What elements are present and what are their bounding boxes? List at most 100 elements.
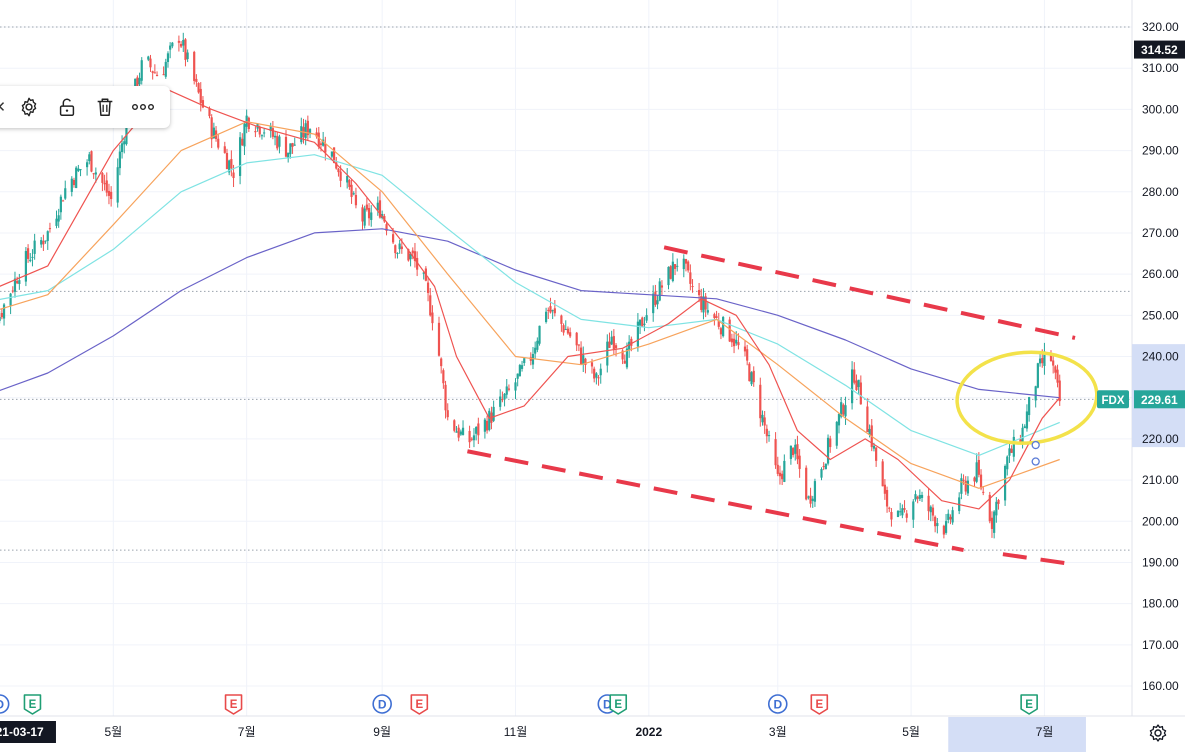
candle[interactable] bbox=[560, 314, 563, 332]
candle[interactable] bbox=[330, 151, 333, 159]
candle[interactable] bbox=[413, 242, 417, 268]
candle[interactable] bbox=[501, 391, 504, 403]
candle[interactable] bbox=[719, 326, 723, 340]
trendline-lower-extension[interactable] bbox=[1002, 552, 1076, 567]
candle[interactable] bbox=[597, 374, 600, 386]
dividend-marker[interactable]: D bbox=[372, 694, 392, 714]
candle[interactable] bbox=[138, 72, 141, 88]
candle[interactable] bbox=[1034, 385, 1037, 408]
candle[interactable] bbox=[610, 330, 613, 346]
drawing-handle[interactable] bbox=[1031, 440, 1040, 450]
candle[interactable] bbox=[564, 320, 567, 331]
candle[interactable] bbox=[505, 379, 508, 399]
candle[interactable] bbox=[162, 66, 165, 76]
candle[interactable] bbox=[844, 396, 847, 425]
candle[interactable] bbox=[503, 392, 506, 407]
candle[interactable] bbox=[241, 133, 244, 146]
candle[interactable] bbox=[853, 362, 856, 385]
candle[interactable] bbox=[254, 126, 257, 138]
candle[interactable] bbox=[228, 159, 231, 176]
candle[interactable] bbox=[547, 307, 550, 320]
candle[interactable] bbox=[988, 491, 991, 524]
candle[interactable] bbox=[783, 454, 786, 483]
candle[interactable] bbox=[899, 502, 902, 516]
candle[interactable] bbox=[636, 313, 639, 352]
candle[interactable] bbox=[875, 447, 878, 467]
candle[interactable] bbox=[857, 379, 860, 395]
candle[interactable] bbox=[422, 271, 425, 280]
candle[interactable] bbox=[385, 221, 388, 236]
candle[interactable] bbox=[485, 415, 489, 434]
candle[interactable] bbox=[2, 303, 6, 326]
candle[interactable] bbox=[446, 403, 449, 421]
candle[interactable] bbox=[179, 41, 183, 48]
candle[interactable] bbox=[1052, 355, 1055, 374]
candle[interactable] bbox=[824, 463, 827, 470]
candle[interactable] bbox=[700, 288, 703, 313]
candle[interactable] bbox=[566, 326, 570, 335]
candle[interactable] bbox=[507, 384, 511, 392]
candle[interactable] bbox=[842, 403, 845, 417]
candle[interactable] bbox=[829, 435, 832, 453]
trendline-lower[interactable] bbox=[467, 449, 964, 553]
candle[interactable] bbox=[1006, 455, 1009, 476]
candle[interactable] bbox=[151, 70, 154, 80]
candle[interactable] bbox=[426, 276, 430, 302]
candle[interactable] bbox=[995, 497, 998, 523]
candle[interactable] bbox=[33, 233, 36, 260]
candle[interactable] bbox=[492, 400, 495, 423]
candle[interactable] bbox=[920, 491, 924, 502]
candle[interactable] bbox=[774, 432, 777, 469]
candle[interactable] bbox=[370, 205, 373, 227]
candle[interactable] bbox=[442, 368, 445, 389]
candle[interactable] bbox=[319, 141, 323, 152]
candle[interactable] bbox=[949, 514, 952, 525]
candle[interactable] bbox=[116, 158, 119, 208]
candle[interactable] bbox=[1054, 365, 1057, 380]
candle[interactable] bbox=[444, 380, 447, 419]
candle[interactable] bbox=[523, 357, 526, 366]
candle[interactable] bbox=[315, 127, 318, 139]
candle[interactable] bbox=[595, 372, 598, 385]
candle[interactable] bbox=[687, 260, 690, 273]
candle[interactable] bbox=[75, 166, 78, 189]
candle[interactable] bbox=[750, 371, 753, 387]
candle[interactable] bbox=[110, 186, 113, 207]
candle[interactable] bbox=[217, 133, 220, 150]
candle[interactable] bbox=[704, 292, 707, 318]
candle[interactable] bbox=[912, 499, 915, 528]
trendline-upper[interactable] bbox=[663, 245, 1076, 340]
candle[interactable] bbox=[549, 297, 552, 314]
candle[interactable] bbox=[260, 134, 264, 140]
candle[interactable] bbox=[72, 177, 76, 188]
candle[interactable] bbox=[676, 258, 679, 272]
price-axis[interactable]: 320.00 310.00 300.00 290.00 280.00 270.00 260.… bbox=[1131, 0, 1185, 752]
candle[interactable] bbox=[201, 96, 205, 109]
candle[interactable] bbox=[169, 42, 172, 59]
candle[interactable] bbox=[210, 114, 213, 149]
candle[interactable] bbox=[105, 172, 108, 197]
candle[interactable] bbox=[575, 331, 578, 352]
candle[interactable] bbox=[656, 295, 659, 310]
candle[interactable] bbox=[883, 479, 886, 500]
dividend-marker[interactable]: D bbox=[0, 694, 10, 714]
candle[interactable] bbox=[16, 276, 19, 285]
candle[interactable] bbox=[982, 486, 985, 496]
candle[interactable] bbox=[562, 323, 565, 336]
candle[interactable] bbox=[553, 300, 556, 317]
candle[interactable] bbox=[761, 410, 764, 426]
candle[interactable] bbox=[363, 205, 366, 229]
candle[interactable] bbox=[365, 197, 368, 212]
candle[interactable] bbox=[901, 504, 904, 519]
candle[interactable] bbox=[975, 453, 978, 484]
candle[interactable] bbox=[947, 509, 950, 524]
candle[interactable] bbox=[752, 366, 755, 387]
candle[interactable] bbox=[29, 253, 32, 263]
candle[interactable] bbox=[440, 357, 443, 374]
candle[interactable] bbox=[776, 456, 779, 477]
candle[interactable] bbox=[691, 279, 694, 293]
candle[interactable] bbox=[977, 452, 980, 478]
candle[interactable] bbox=[652, 285, 655, 322]
candle[interactable] bbox=[582, 346, 585, 372]
candle[interactable] bbox=[46, 230, 49, 250]
